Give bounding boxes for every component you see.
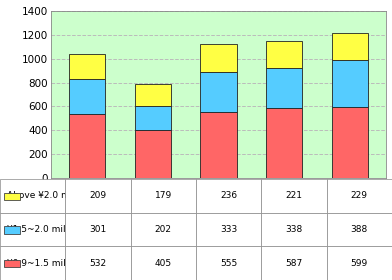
Bar [266, 108, 302, 178]
FancyBboxPatch shape [4, 193, 20, 200]
Bar [266, 68, 302, 108]
Bar [200, 112, 237, 178]
Bar [332, 106, 368, 178]
Bar [332, 33, 368, 60]
Bar [135, 130, 171, 178]
Bar [69, 54, 105, 79]
Bar [200, 72, 237, 112]
Bar [266, 41, 302, 68]
Bar [200, 44, 237, 72]
Bar [135, 106, 171, 130]
Bar [332, 60, 368, 106]
Bar [69, 79, 105, 115]
FancyBboxPatch shape [4, 226, 20, 234]
Bar [69, 115, 105, 178]
Bar [135, 84, 171, 106]
FancyBboxPatch shape [4, 260, 20, 267]
